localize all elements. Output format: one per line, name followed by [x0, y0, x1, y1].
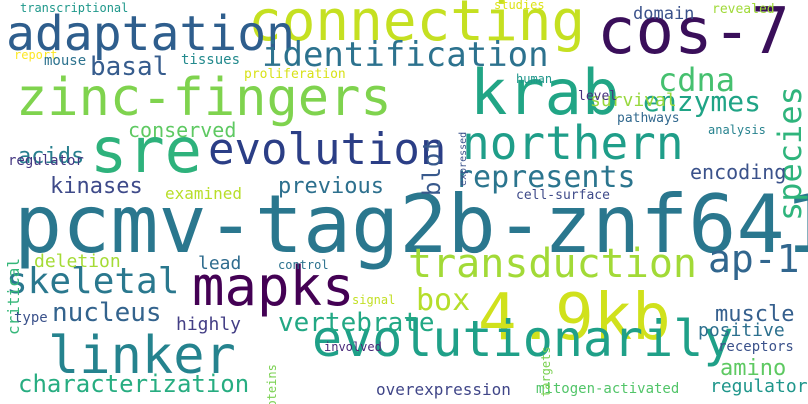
word-species: species: [771, 86, 808, 221]
word-connecting: connecting: [248, 0, 586, 54]
word-represents: represents: [455, 160, 636, 195]
word-evolution: evolution: [208, 124, 447, 175]
word-northern: northern: [462, 116, 684, 170]
word-studies: studies: [494, 0, 545, 12]
word-cdna: cdna: [658, 61, 736, 99]
word-skeletal: skeletal: [6, 261, 180, 302]
word-level: level: [578, 89, 618, 104]
word-transduction: transduction: [408, 241, 697, 287]
word-encoding: encoding: [690, 160, 787, 184]
word-pathways: pathways: [617, 111, 680, 126]
word-sre: sre: [90, 114, 202, 187]
word-evolutionarily: evolutionarily: [312, 310, 734, 368]
word-identification: identification: [262, 35, 549, 75]
word-regulatory: regulatory: [710, 376, 808, 397]
word-cellsurface: cell-surface: [516, 188, 610, 203]
word-blot: blot: [418, 138, 446, 196]
word-control: control: [278, 258, 329, 272]
word-type: type: [14, 310, 48, 326]
word-previous: previous: [278, 174, 384, 199]
word-positive: positive: [698, 320, 785, 341]
word-transcriptional: transcriptional: [20, 1, 129, 15]
word-proteins: proteins: [265, 364, 279, 404]
word-report: report: [14, 48, 58, 62]
word-muscle: muscle: [715, 302, 795, 327]
word-examined: examined: [165, 184, 243, 203]
word-zinc: zinc-fingers: [16, 68, 392, 128]
word-vertebrate: vertebrate: [278, 308, 435, 338]
word-conserved: conserved: [128, 118, 237, 142]
word-enzymes: enzymes: [643, 85, 762, 118]
word-mitogen: mitogen-activated: [536, 381, 680, 397]
word-human: human: [516, 72, 553, 86]
word-box: box: [416, 283, 471, 318]
word-nucleus: nucleus: [52, 298, 162, 328]
word-characterization: characterization: [18, 370, 250, 398]
word-regulator: regulator: [8, 153, 84, 169]
word-pcmv: pcmv-tag2b-znf641: [14, 178, 808, 271]
word-cos7: cos-7: [597, 0, 790, 69]
word-linker: linker: [48, 326, 236, 386]
word-mouse: mouse: [44, 53, 87, 69]
word-kinases: kinases: [50, 174, 143, 199]
word-ap1: ap-1: [708, 237, 800, 281]
word-revealed: revealed: [712, 2, 775, 17]
word-overexpression: overexpression: [376, 380, 511, 399]
word-involved: involved: [324, 340, 382, 354]
word-krab: krab: [470, 56, 620, 129]
word-survival: survival: [590, 90, 677, 111]
word-domain: domain: [633, 4, 695, 24]
word-expressed: expressed: [458, 131, 469, 186]
word-acids: acids: [18, 144, 85, 169]
word-adaptation: adaptation: [6, 6, 295, 62]
word-tissues: tissues: [181, 52, 241, 68]
word-proliferation: proliferation: [244, 67, 346, 82]
word-highly: highly: [176, 314, 242, 335]
word-amino: amino: [720, 356, 787, 381]
word-analysis: analysis: [708, 123, 766, 137]
word-receptors: receptors: [718, 339, 794, 355]
word-kb: 4.9kb: [478, 281, 671, 355]
word-signal: signal: [352, 293, 396, 307]
word-mapks: mapks: [192, 255, 355, 318]
word-deletion: deletion: [34, 251, 121, 272]
word-lead: lead: [198, 253, 242, 274]
word-basal: basal: [90, 52, 169, 82]
word-targets: targets: [539, 346, 553, 397]
